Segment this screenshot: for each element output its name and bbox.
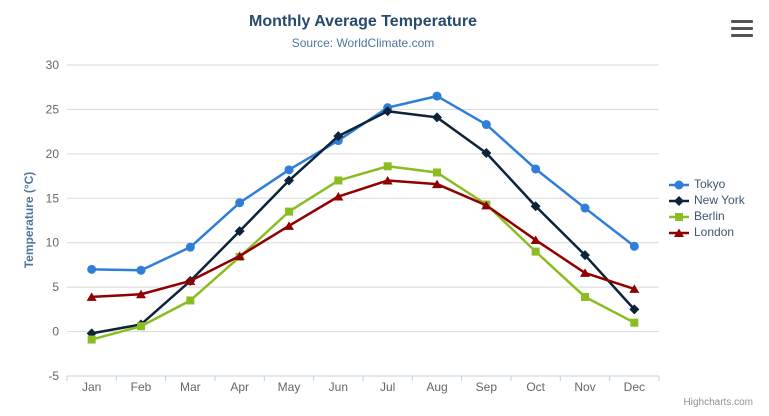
legend-label: Berlin	[694, 209, 725, 223]
data-point-new-york[interactable]	[333, 131, 344, 142]
legend-item-london[interactable]: London	[669, 226, 745, 239]
data-point-new-york[interactable]	[530, 201, 541, 212]
y-axis-tick-label: 30	[46, 58, 60, 72]
series-berlin[interactable]	[87, 162, 639, 344]
y-axis-tick-label: 20	[46, 147, 60, 161]
data-point-tokyo[interactable]	[432, 91, 442, 101]
data-point-berlin[interactable]	[383, 162, 392, 171]
data-point-new-york[interactable]	[234, 226, 245, 237]
data-point-tokyo[interactable]	[136, 265, 146, 275]
hamburger-icon-bar	[731, 27, 753, 30]
y-axis-tick-label: 0	[52, 325, 59, 339]
data-point-new-york[interactable]	[382, 106, 393, 117]
data-point-london[interactable]	[333, 192, 344, 201]
data-point-london[interactable]	[284, 221, 294, 230]
data-point-berlin[interactable]	[137, 322, 145, 331]
legend-label: London	[694, 225, 735, 239]
x-axis-tick-label: Mar	[180, 380, 201, 394]
x-axis-tick-label: Jun	[329, 380, 348, 394]
legend-symbol[interactable]	[674, 228, 684, 237]
hamburger-icon-bar	[731, 34, 753, 37]
data-point-london[interactable]	[382, 176, 393, 185]
legend-marker-diamond-icon	[669, 195, 689, 206]
series-line-new-york[interactable]	[90, 109, 636, 335]
x-axis-tick-label: Oct	[526, 380, 545, 394]
data-point-berlin[interactable]	[285, 207, 293, 216]
data-point-tokyo[interactable]	[235, 198, 245, 208]
x-axis-tick-label: Sep	[476, 380, 498, 394]
data-point-london[interactable]	[629, 284, 640, 293]
series-london[interactable]	[86, 176, 640, 301]
hamburger-icon-bar	[731, 20, 753, 23]
data-point-london[interactable]	[580, 268, 590, 277]
y-axis-tick-label: -5	[48, 369, 59, 383]
series-line-london[interactable]	[90, 179, 636, 299]
series-tokyo[interactable]	[87, 91, 639, 275]
data-point-berlin[interactable]	[433, 168, 441, 177]
x-axis-tick-label: Feb	[131, 380, 152, 394]
data-point-london[interactable]	[234, 251, 245, 261]
data-point-new-york[interactable]	[481, 147, 492, 158]
y-axis-title: Temperature (°C)	[22, 171, 36, 269]
legend-label: New York	[694, 193, 745, 207]
legend-item-berlin[interactable]: Berlin	[669, 210, 745, 223]
x-axis-tick-label: Apr	[230, 380, 249, 394]
legend-marker-square-icon	[669, 212, 689, 221]
data-point-berlin[interactable]	[87, 335, 96, 344]
legend-label: Tokyo	[694, 177, 726, 191]
data-point-london[interactable]	[530, 235, 541, 245]
x-axis-tick-label: Jan	[82, 380, 101, 394]
legend: Tokyo New York Berlin London	[669, 178, 745, 239]
data-point-london[interactable]	[432, 179, 442, 189]
data-point-tokyo[interactable]	[580, 203, 590, 213]
data-point-tokyo[interactable]	[185, 242, 195, 252]
data-point-berlin[interactable]	[581, 292, 589, 301]
data-point-tokyo[interactable]	[531, 164, 541, 174]
series-line-berlin[interactable]	[90, 165, 636, 341]
data-point-tokyo[interactable]	[481, 120, 491, 130]
chart-title: Monthly Average Temperature	[249, 13, 477, 30]
legend-symbol[interactable]	[675, 212, 683, 221]
legend-item-tokyo[interactable]: Tokyo	[669, 178, 745, 191]
data-point-tokyo[interactable]	[87, 264, 97, 274]
data-point-london[interactable]	[86, 292, 97, 301]
data-point-berlin[interactable]	[630, 318, 639, 327]
data-point-berlin[interactable]	[186, 296, 195, 305]
y-axis-tick-label: 15	[46, 191, 60, 205]
legend-marker-circle-icon	[669, 180, 689, 189]
data-point-berlin[interactable]	[334, 176, 343, 185]
x-axis-tick-label: Jul	[380, 380, 395, 394]
data-point-new-york[interactable]	[432, 112, 442, 123]
legend-item-new-york[interactable]: New York	[669, 194, 745, 207]
y-axis-tick-label: 25	[46, 102, 60, 116]
export-menu-button[interactable]	[731, 20, 753, 37]
data-point-new-york[interactable]	[580, 250, 590, 261]
chart-subtitle: Source: WorldClimate.com	[291, 36, 435, 50]
data-point-new-york[interactable]	[284, 175, 294, 186]
data-point-london[interactable]	[185, 276, 196, 285]
legend-symbol[interactable]	[674, 180, 684, 189]
highcharts-credit[interactable]: Highcharts.com	[683, 397, 753, 408]
y-axis-tick-label: 10	[46, 236, 60, 250]
x-axis-tick-label: Aug	[426, 380, 447, 394]
series-line-tokyo[interactable]	[90, 94, 636, 272]
data-point-london[interactable]	[136, 289, 146, 299]
data-point-berlin[interactable]	[531, 247, 540, 256]
x-axis-tick-label: May	[278, 380, 301, 394]
data-point-london[interactable]	[481, 200, 492, 210]
data-point-tokyo[interactable]	[629, 241, 639, 251]
data-point-tokyo[interactable]	[284, 165, 294, 175]
data-point-new-york[interactable]	[629, 304, 640, 315]
legend-symbol[interactable]	[674, 195, 684, 206]
x-axis-tick-label: Dec	[624, 380, 645, 394]
series-new-york[interactable]	[86, 106, 640, 339]
x-axis-tick-label: Nov	[574, 380, 595, 394]
y-axis-tick-label: 5	[52, 280, 59, 294]
legend-marker-triangle-icon	[669, 228, 689, 237]
